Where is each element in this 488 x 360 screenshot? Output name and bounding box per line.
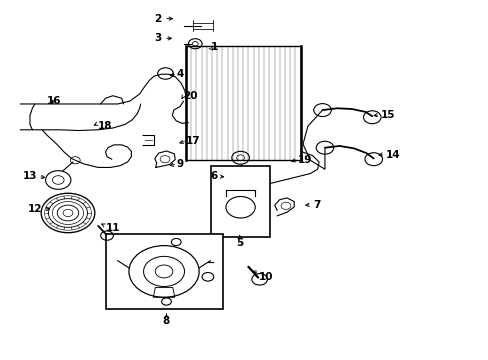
Text: 7: 7: [312, 200, 320, 210]
Text: 18: 18: [98, 121, 113, 131]
Text: 9: 9: [176, 159, 183, 169]
Text: 5: 5: [236, 238, 243, 248]
Text: 11: 11: [105, 224, 120, 233]
Text: 3: 3: [154, 33, 161, 43]
Text: 20: 20: [183, 91, 198, 101]
Text: 19: 19: [298, 155, 312, 165]
Polygon shape: [105, 234, 222, 309]
Text: 15: 15: [380, 111, 395, 121]
Text: 6: 6: [210, 171, 217, 181]
Text: 17: 17: [185, 136, 200, 145]
Text: 10: 10: [259, 272, 273, 282]
Text: 1: 1: [210, 42, 217, 52]
Text: 12: 12: [28, 204, 42, 214]
Text: 13: 13: [23, 171, 37, 181]
Text: 14: 14: [385, 150, 400, 160]
Polygon shape: [211, 166, 269, 237]
Text: 16: 16: [47, 96, 61, 106]
Text: 2: 2: [154, 14, 161, 24]
Text: 8: 8: [163, 316, 170, 325]
Text: 4: 4: [176, 69, 183, 79]
